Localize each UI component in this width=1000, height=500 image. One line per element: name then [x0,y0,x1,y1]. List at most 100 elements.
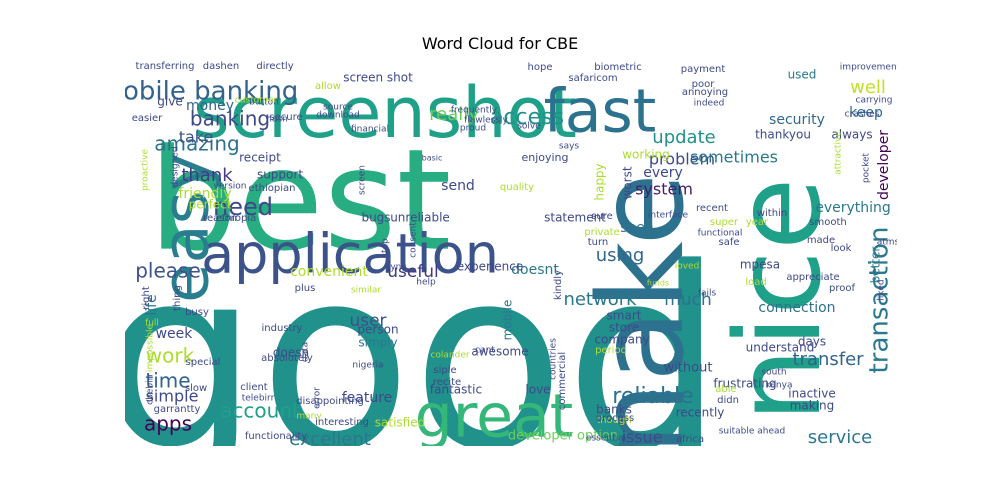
word-annoying: annoying [682,87,728,98]
word-making: making [790,399,835,413]
word-week: week [156,326,194,342]
word-doesn: doesn [273,346,309,360]
word-button: button [249,98,279,108]
word-take: take [179,128,214,147]
word-receipt: receipt [239,151,281,165]
word-proactive: proactive [141,148,151,191]
word-working: working [622,148,670,162]
word-industry: industry [262,323,303,334]
word-quality: quality [500,182,534,193]
word-colander: colander [430,351,469,361]
word-happy: happy [593,163,607,200]
word-perfect: perfect [189,198,232,212]
word-connection: connection [758,300,835,316]
word-impossible: impossible [146,323,156,372]
word-company: company [594,333,649,347]
word-smooth: smooth [809,217,846,228]
word-service: service [808,427,872,446]
word-step: step [381,238,391,258]
word-thankyou: thankyou [755,128,811,142]
word-send: send [441,178,475,194]
word-basic: basic [422,154,443,163]
word-bugs: bugs [361,211,390,225]
word-useful: useful [387,262,439,282]
word-look: look [831,243,852,254]
word-version: version [214,182,247,192]
word-support: support [257,168,303,182]
word-satisfied: satisfied [375,416,425,430]
word-safaricom: safaricom [568,73,617,84]
word-application: application [201,223,499,286]
word-using: using [596,245,645,266]
word-problem: problem [649,150,715,169]
word-says: says [559,142,580,152]
word-understand: understand [746,341,815,355]
word-always: always [831,128,872,142]
word-private: private [584,227,619,238]
word-mobile: mobile [501,300,515,341]
word-give: give [157,95,182,109]
word-functionality: functionality [245,431,307,442]
word-consent: consent [409,222,419,258]
word-well: well [850,77,886,98]
word-data: data [301,342,311,362]
word-cloud: good best make nice screenshot application gre… [125,60,897,446]
chart-title: Word Cloud for CBE [421,34,579,53]
word-payment: payment [681,64,726,75]
word-everything: everything [815,200,891,216]
word-able: able [715,384,736,395]
word-interesting: interesting [315,417,369,428]
word-crashes: crashes [845,110,880,120]
word-ethiopian: ethiopian [249,183,296,194]
word-screen: screen [358,165,368,195]
word-right: right [141,286,152,310]
word-person: person [357,323,398,337]
word-life: life [144,294,160,315]
word-user: user [349,311,386,331]
word-banks: banks [596,403,632,417]
word-absolutely: absolutely [261,353,313,364]
word-developer-option: developer option [508,429,618,444]
word-seen: seen [620,220,653,236]
word-worst: worst [621,166,635,199]
word-cant: cant [475,346,495,356]
word-work: work [146,344,195,368]
word-safe: safe [718,237,739,248]
word-directly: directly [256,61,293,72]
word-access: access [490,105,564,130]
word-without: without [664,361,713,376]
word-proof: proof [829,283,855,294]
word-load: load [745,277,766,288]
word-sure: sure [591,211,613,222]
word-screenshot: screenshot [193,72,577,154]
word-sync: sync [386,263,407,273]
word-indeed: indeed [694,99,725,109]
word-nice: nice [709,177,847,422]
word-biometric: biometric [594,62,641,73]
word-recite: recite [433,377,461,388]
word-error: error [313,387,323,409]
word-recent: recent [696,203,728,214]
word-siple: siple [433,365,456,376]
word-mpesa: mpesa [740,258,780,272]
word-transferring: transferring [136,61,195,72]
word-africa: africa [676,434,704,445]
word-download: download [316,111,360,121]
word-help: help [416,278,436,288]
word-system: system [635,180,693,199]
word-solve: solve [517,122,541,132]
word-cbebirr: cbebirr [146,373,156,405]
word-plus: plus [295,283,316,294]
word-easy: easy [150,153,224,303]
word-south: south [761,368,786,378]
word-slow: slow [185,383,207,394]
word-loved: loved [675,262,700,272]
word-issue: issue [621,428,662,447]
word-amazing: amazing [154,132,239,156]
word-financial: financial [351,125,389,135]
word-special: special [186,357,221,368]
word-customer: customer [235,96,278,106]
word-friendly: friendly [178,186,231,202]
word-much: much [664,290,711,310]
word-sometimes: sometimes [690,148,778,167]
